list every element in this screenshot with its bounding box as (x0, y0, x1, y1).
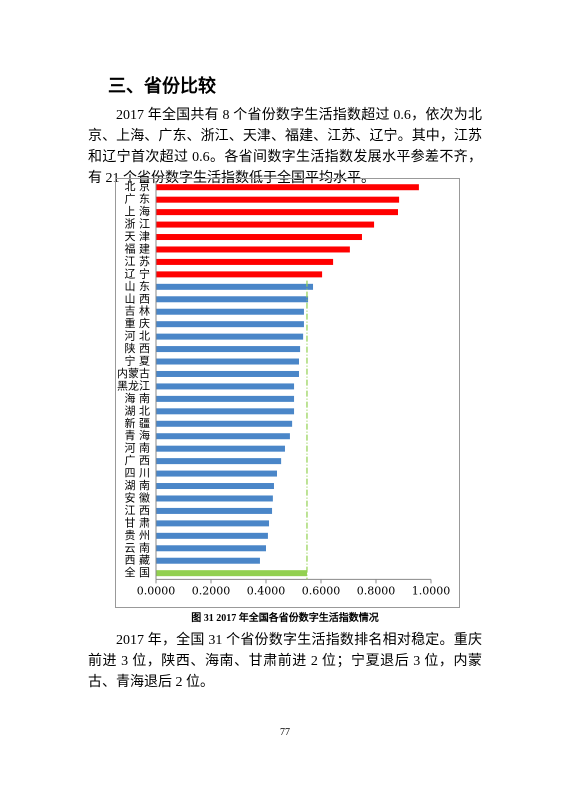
y-tick-label: 四 川 (125, 467, 151, 480)
bar (156, 184, 419, 191)
y-tick-label: 云 南 (125, 541, 151, 554)
y-tick-label: 广 东 (125, 193, 151, 206)
y-tick-label: 内蒙古 (117, 366, 150, 380)
y-tick-label: 黑龙江 (117, 379, 150, 392)
y-tick-label: 全 国 (125, 565, 151, 579)
paragraph: 2017 年，全国 31 个省份数字生活指数排名相对稳定。重庆前进 3 位，陕西… (88, 633, 482, 690)
bar (156, 296, 309, 303)
bar (156, 483, 274, 490)
x-tick-label: 0.4000 (247, 584, 286, 597)
bar (156, 532, 268, 539)
bar (156, 258, 334, 265)
bar (156, 321, 304, 328)
bar (156, 507, 273, 514)
x-tick-label: 0.6000 (302, 584, 341, 597)
y-tick-label: 安 徽 (125, 490, 151, 504)
bar (156, 234, 362, 241)
bar (156, 308, 304, 315)
y-tick-label: 海 南 (125, 391, 151, 405)
y-tick-label: 浙 江 (125, 218, 151, 231)
bar (156, 520, 270, 527)
y-tick-label: 福 建 (125, 241, 151, 255)
y-tick-label: 甘 肃 (125, 516, 151, 529)
y-tick-label: 宁 夏 (125, 354, 151, 368)
y-tick-label: 江 苏 (125, 255, 151, 268)
bar (156, 495, 273, 502)
heading: 三、省份比较 (108, 76, 216, 97)
bar (156, 570, 307, 577)
y-tick-label: 山 东 (125, 280, 151, 293)
y-tick-label: 广 西 (125, 454, 151, 467)
bar (156, 545, 266, 552)
bar (156, 420, 293, 427)
bar (156, 271, 323, 278)
bar (156, 283, 314, 290)
y-tick-label: 北 京 (125, 179, 151, 193)
y-tick-label: 辽 宁 (125, 266, 151, 280)
y-tick-label: 河 北 (125, 330, 151, 343)
bar (156, 395, 295, 402)
bar (156, 470, 277, 477)
y-tick-label: 吉 林 (125, 304, 151, 318)
x-tick-label: 0.8000 (357, 584, 396, 597)
bar (156, 408, 295, 415)
y-tick-label: 河 南 (125, 442, 151, 455)
bar (156, 333, 304, 340)
x-tick-label: 0.0000 (137, 584, 176, 597)
bar (156, 221, 375, 228)
bar (156, 370, 299, 377)
x-tick-label: 1.0000 (412, 584, 451, 597)
y-tick-label: 贵 州 (125, 529, 151, 542)
y-tick-label: 青 海 (125, 428, 151, 442)
y-tick-label: 陕 西 (125, 341, 151, 355)
bar (156, 196, 400, 203)
page-number: 77 (280, 727, 290, 738)
caption: 图 31 2017 年全国各省份数字生活指数情况 (191, 613, 379, 624)
y-tick-label: 上 海 (125, 204, 151, 218)
bar (156, 445, 285, 452)
bar (156, 433, 290, 440)
bar (156, 246, 350, 253)
bar (156, 458, 282, 465)
y-tick-label: 重 庆 (125, 316, 151, 330)
bar (156, 358, 299, 365)
y-tick-label: 山 西 (125, 292, 151, 305)
y-tick-label: 西 藏 (125, 554, 151, 567)
paragraph: 2017 年全国共有 8 个省份数字生活指数超过 0.6，依次为北京、上海、广东… (88, 108, 482, 186)
y-tick-label: 湖 北 (125, 404, 151, 417)
y-tick-label: 天 津 (125, 230, 151, 243)
bar (156, 346, 301, 353)
x-tick-label: 0.2000 (192, 584, 231, 597)
y-tick-label: 江 西 (125, 504, 151, 517)
bar (156, 383, 295, 390)
bar (156, 209, 398, 216)
bar (156, 557, 260, 564)
y-tick-label: 湖 南 (125, 479, 151, 492)
y-tick-label: 新 疆 (125, 416, 151, 430)
